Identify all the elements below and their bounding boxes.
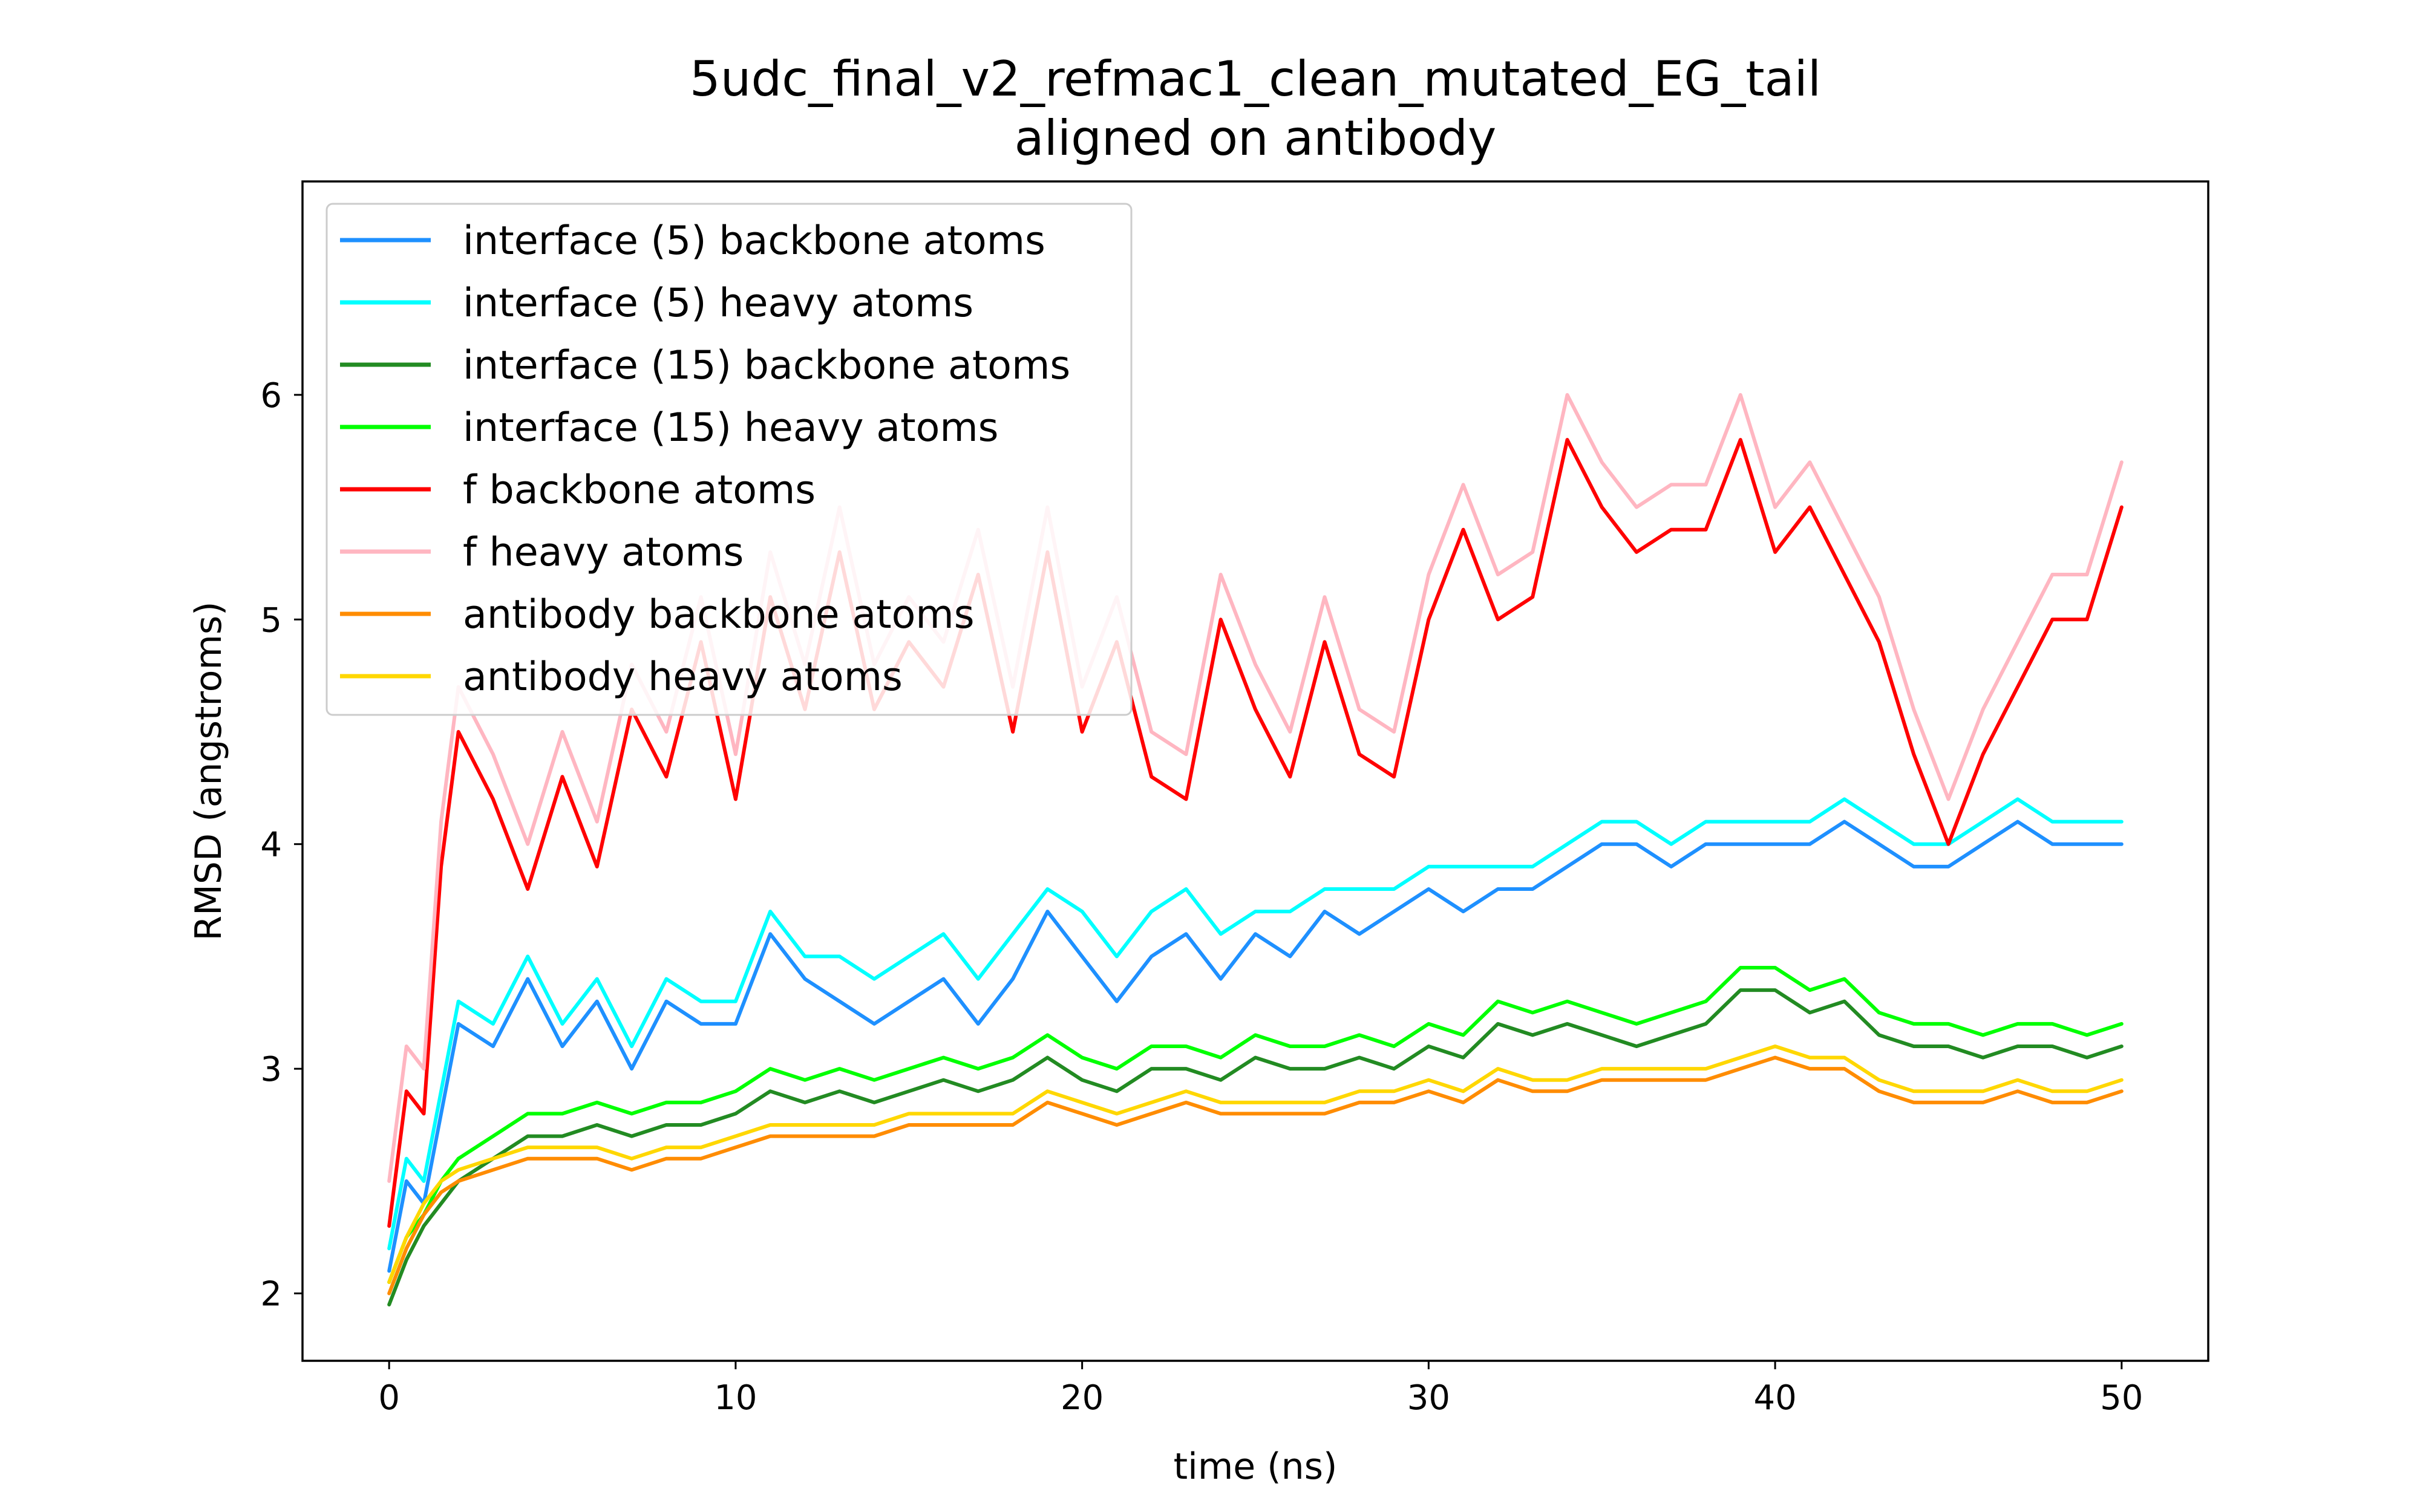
x-tick-label-3: 30 — [1407, 1378, 1450, 1418]
legend-label-1: interface (5) heavy atoms — [463, 281, 973, 326]
x-axis-label: time (ns) — [1174, 1445, 1338, 1488]
legend-label-0: interface (5) backbone atoms — [463, 218, 1045, 264]
legend-label-6: antibody backbone atoms — [463, 592, 975, 637]
series-line-6 — [387, 1055, 2124, 1295]
y-tick-label-4: 6 — [260, 376, 282, 415]
y-tick-label-2: 4 — [260, 826, 282, 865]
chart-title: 5udc_final_v2_refmac1_clean_mutated_EG_t… — [690, 51, 1821, 107]
series-line-7 — [387, 1044, 2124, 1284]
legend-label-7: antibody heavy atoms — [463, 654, 903, 700]
series-line-4 — [387, 438, 2124, 1228]
series-layer — [387, 393, 2124, 1307]
y-axis: 2 3 4 5 6 — [260, 376, 302, 1314]
x-axis: 0 10 20 30 40 50 — [378, 1361, 2143, 1418]
y-tick-label-0: 2 — [260, 1275, 282, 1314]
series-line-3 — [387, 966, 2124, 1284]
plot-frame — [301, 180, 2209, 1362]
y-tick-label-3: 5 — [260, 601, 282, 640]
legend-label-3: interface (15) heavy atoms — [463, 405, 999, 451]
series-line-1 — [387, 797, 2124, 1251]
legend-label-5: f heavy atoms — [463, 530, 744, 575]
series-line-0 — [387, 820, 2124, 1273]
y-tick-label-1: 3 — [260, 1050, 282, 1089]
x-tick-label-0: 0 — [378, 1378, 400, 1418]
legend: interface (5) backbone atoms interface (5… — [325, 203, 1133, 716]
y-axis-label: RMSD (angstroms) — [188, 601, 230, 940]
x-tick-label-5: 50 — [2100, 1378, 2143, 1418]
legend-label-2: interface (15) backbone atoms — [463, 343, 1070, 388]
x-tick-label-2: 20 — [1061, 1378, 1104, 1418]
series-line-2 — [387, 988, 2124, 1307]
x-tick-label-4: 40 — [1753, 1378, 1796, 1418]
legend-label-4: f backbone atoms — [463, 468, 816, 513]
legend-box — [325, 203, 1133, 716]
chart-subtitle: aligned on antibody — [1015, 110, 1497, 166]
series-line-5 — [387, 393, 2124, 1183]
x-tick-label-1: 10 — [714, 1378, 757, 1418]
